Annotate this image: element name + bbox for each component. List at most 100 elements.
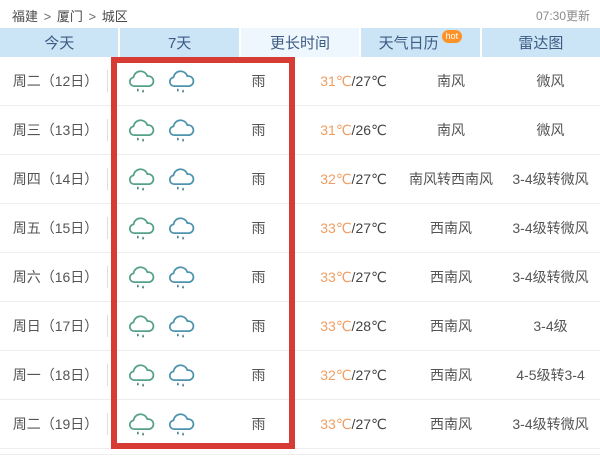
temp-low: 27℃ — [355, 219, 387, 236]
breadcrumb: 福建 > 厦门 > 城区 — [12, 6, 128, 25]
temp-low: 27℃ — [355, 366, 387, 383]
tab-weather-calendar[interactable]: 天气日历 hot — [361, 28, 480, 57]
weather-icons — [111, 114, 211, 147]
tab-label: 天气日历 — [378, 35, 439, 52]
temperature: 33℃/27℃ — [306, 220, 401, 237]
wind-strength: 4-5级转3-4 — [516, 367, 585, 383]
temp-separator: / — [351, 268, 356, 285]
rain-cloud-night-icon — [168, 314, 194, 338]
temp-low: 27℃ — [355, 72, 387, 89]
temperature: 33℃/28℃ — [306, 318, 401, 335]
weather-description: 雨 — [251, 269, 266, 285]
rain-cloud-day-icon — [128, 216, 154, 240]
day-label: 周二（19日） — [0, 414, 111, 434]
temp-separator: / — [351, 415, 356, 432]
wind-strength: 3-4级转微风 — [512, 220, 589, 236]
wind-strength: 3-4级转微风 — [512, 171, 589, 187]
tab-radar-map[interactable]: 雷达图 — [481, 28, 600, 57]
weather-description: 雨 — [251, 367, 266, 383]
day-label: 周四（14日） — [0, 169, 111, 189]
forecast-row: 周二（12日） 雨 31℃/27℃ 南风 微风 — [0, 57, 600, 106]
day-label: 周六（16日） — [0, 267, 111, 287]
forecast-table: 周二（12日） 雨 31℃/27℃ 南风 微风 周三（13日） — [0, 57, 600, 449]
temp-low: 27℃ — [355, 268, 387, 285]
forecast-row: 周四（14日） 雨 32℃/27℃ 南风转西南风 3-4级转微风 — [0, 155, 600, 204]
weather-description: 雨 — [251, 171, 266, 187]
temperature: 33℃/27℃ — [306, 416, 401, 433]
weather-icons — [111, 261, 211, 294]
rain-cloud-day-icon — [128, 69, 154, 93]
weather-icons — [111, 65, 211, 98]
temperature: 32℃/27℃ — [306, 171, 401, 188]
wind-direction: 西南风 — [430, 318, 472, 334]
header: 福建 > 厦门 > 城区 07:30更新 — [0, 0, 600, 28]
temperature: 31℃/26℃ — [306, 122, 401, 139]
temperature: 31℃/27℃ — [306, 73, 401, 90]
forecast-row: 周一（18日） 雨 32℃/27℃ 西南风 4-5级转3-4 — [0, 351, 600, 400]
wind-direction: 南风 — [437, 122, 465, 138]
wind-direction: 南风转西南风 — [409, 171, 493, 187]
forecast-row: 周六（16日） 雨 33℃/27℃ 西南风 3-4级转微风 — [0, 253, 600, 302]
wind-strength: 微风 — [536, 122, 565, 138]
update-time: 07:30更新 — [535, 8, 590, 23]
day-label: 周日（17日） — [0, 316, 111, 336]
temp-separator: / — [351, 317, 356, 334]
rain-cloud-night-icon — [168, 216, 194, 240]
rain-cloud-day-icon — [128, 314, 154, 338]
weather-icons — [111, 359, 211, 392]
temp-low: 26℃ — [355, 121, 387, 138]
weather-description: 雨 — [251, 122, 266, 138]
rain-cloud-night-icon — [168, 363, 194, 387]
wind-direction: 西南风 — [430, 367, 472, 383]
wind-direction: 西南风 — [430, 416, 472, 432]
temp-high: 33℃ — [320, 268, 352, 285]
weather-icons — [111, 310, 211, 343]
breadcrumb-separator: > — [88, 8, 97, 24]
temp-high: 31℃ — [320, 121, 352, 138]
temp-high: 32℃ — [320, 170, 352, 187]
weather-description: 雨 — [251, 220, 266, 236]
breadcrumb-province[interactable]: 福建 — [12, 8, 39, 24]
temp-high: 33℃ — [320, 415, 352, 432]
forecast-row: 周二（19日） 雨 33℃/27℃ 西南风 3-4级转微风 — [0, 400, 600, 449]
temp-separator: / — [351, 72, 356, 89]
rain-cloud-day-icon — [128, 265, 154, 289]
temperature: 33℃/27℃ — [306, 269, 401, 286]
rain-cloud-day-icon — [128, 167, 154, 191]
rain-cloud-night-icon — [168, 412, 194, 436]
wind-direction: 西南风 — [430, 220, 472, 236]
tab-label: 今天 — [44, 35, 75, 52]
weather-description: 雨 — [251, 318, 266, 334]
rain-cloud-night-icon — [168, 167, 194, 191]
temp-high: 33℃ — [320, 317, 352, 334]
temp-low: 27℃ — [355, 415, 387, 432]
tab-7days[interactable]: 7天 — [120, 28, 239, 57]
rain-cloud-day-icon — [128, 363, 154, 387]
day-label: 周三（13日） — [0, 120, 111, 140]
wind-strength: 3-4级转微风 — [512, 269, 589, 285]
breadcrumb-district[interactable]: 城区 — [101, 8, 128, 24]
tab-label: 7天 — [167, 35, 192, 52]
bottom-divider — [0, 454, 600, 455]
forecast-row: 周三（13日） 雨 31℃/26℃ 南风 微风 — [0, 106, 600, 155]
tab-today[interactable]: 今天 — [0, 28, 119, 57]
wind-direction: 南风 — [437, 73, 465, 89]
rain-cloud-day-icon — [128, 118, 154, 142]
temp-high: 31℃ — [320, 72, 352, 89]
breadcrumb-city[interactable]: 厦门 — [56, 8, 83, 24]
temp-separator: / — [351, 121, 356, 138]
tab-label: 更长时间 — [270, 35, 331, 52]
day-label: 周一（18日） — [0, 365, 111, 385]
tab-label: 雷达图 — [518, 35, 564, 52]
tab-bar: 今天 7天 更长时间 天气日历 hot 雷达图 — [0, 28, 600, 57]
temp-low: 28℃ — [355, 317, 387, 334]
temp-separator: / — [351, 170, 356, 187]
wind-strength: 3-4级 — [533, 318, 568, 334]
weather-icons — [111, 212, 211, 245]
tab-longer-range[interactable]: 更长时间 — [240, 28, 360, 57]
breadcrumb-separator: > — [43, 8, 52, 24]
rain-cloud-night-icon — [168, 265, 194, 289]
temperature: 32℃/27℃ — [306, 367, 401, 384]
temp-high: 32℃ — [320, 366, 352, 383]
rain-cloud-night-icon — [168, 118, 194, 142]
